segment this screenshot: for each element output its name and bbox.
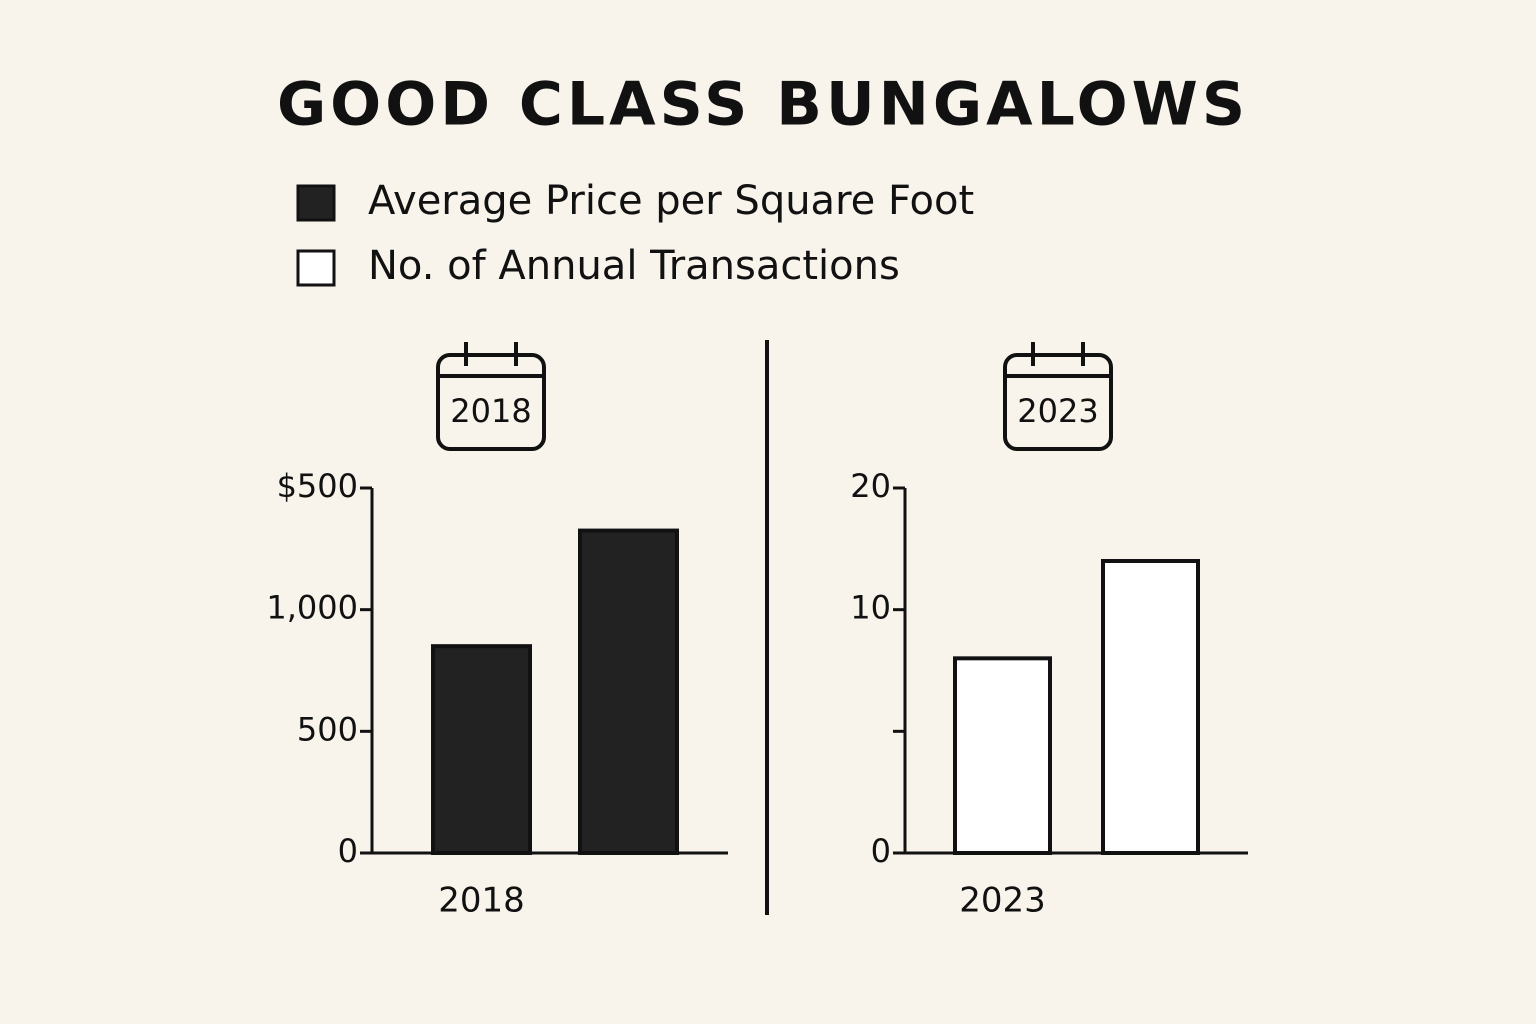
legend-label: No. of Annual Transactions	[368, 243, 900, 289]
calendar-year: 2018	[450, 392, 531, 430]
chart-title: GOOD CLASS BUNGALOWS	[277, 70, 1249, 140]
x-tick-label: 2018	[438, 881, 525, 921]
y-tick-label: 20	[850, 467, 891, 505]
y-tick-label: 500	[297, 710, 358, 748]
bar	[953, 656, 1052, 855]
x-tick-label: 2023	[959, 881, 1046, 921]
legend-label: Average Price per Square Foot	[368, 178, 974, 224]
y-tick-label: 1,000	[266, 589, 358, 627]
y-tick-label: 10	[850, 589, 891, 627]
y-tick-label: 0	[338, 832, 358, 870]
bar	[431, 644, 532, 856]
legend-swatch	[296, 184, 336, 222]
calendar-year: 2023	[1017, 392, 1098, 430]
bar	[578, 528, 679, 855]
legend-swatch	[296, 249, 336, 287]
y-tick-label: 0	[871, 832, 891, 870]
calendar-icon	[436, 353, 546, 451]
y-tick-label: $500	[277, 467, 358, 505]
bar	[1101, 559, 1200, 855]
calendar-icon	[1003, 353, 1113, 451]
